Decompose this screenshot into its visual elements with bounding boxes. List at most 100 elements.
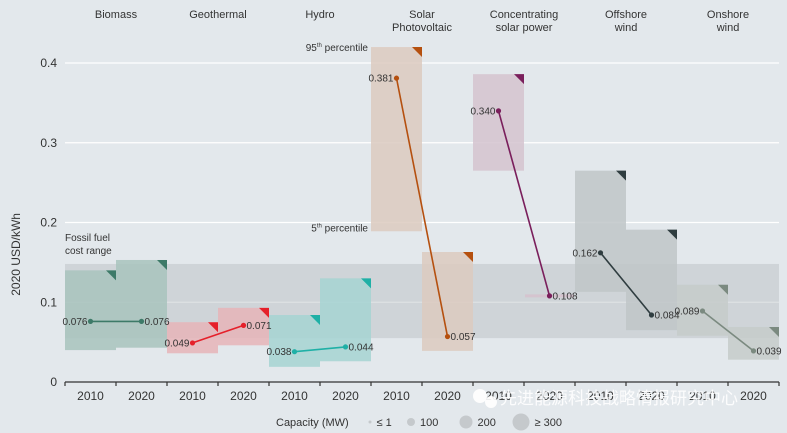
value-label: 0.162 [572,248,597,259]
x-tick-label: 2010 [383,389,410,403]
x-tick-label: 2020 [434,389,461,403]
y-tick-label: 0.4 [40,56,57,70]
x-tick-label: 2020 [638,389,665,403]
legend-label: ≤ 1 [377,417,392,429]
corner-marker-icon [769,326,779,337]
category-header: Geothermal [189,9,246,21]
y-axis-label: 2020 USD/kWh [9,213,23,296]
category-header: Concentrating [490,9,559,21]
x-tick-label: 2010 [77,389,104,403]
range-box [269,315,320,367]
legend-label: ≥ 300 [535,417,562,429]
range-box [575,170,626,292]
value-label: 0.076 [145,317,170,328]
y-tick-label: 0 [50,375,57,389]
x-tick-label: 2020 [536,389,563,403]
data-point [597,250,604,256]
data-point [444,333,451,340]
category-header: wind [716,22,740,34]
x-tick-label: 2020 [230,389,257,403]
x-tick-label: 2020 [332,389,359,403]
watermark-text: 先进能源科技战略情报研究中心 [500,389,738,408]
legend-label: 200 [478,417,496,429]
corner-marker-icon [463,252,473,263]
data-point [750,348,757,354]
percentile-label: 5th percentile [311,223,368,234]
data-point [546,293,553,299]
corner-marker-icon [718,284,728,295]
x-tick-label: 2010 [587,389,614,403]
y-tick-label: 0.1 [40,295,57,309]
x-tick-label: 2020 [740,389,767,403]
corner-marker-icon [412,47,422,58]
data-point [393,75,400,81]
legend-marker-icon [459,415,473,429]
trend-line [192,324,244,344]
data-point [699,308,706,314]
trend-line [395,77,449,337]
value-label: 0.038 [266,347,291,358]
wechat-icon [473,389,487,403]
corner-marker-icon [514,74,524,85]
x-tick-label: 2020 [128,389,155,403]
legend-marker-icon [407,418,415,426]
legend-label: 100 [420,417,438,429]
value-label: 0.084 [655,311,680,322]
corner-marker-icon [157,259,167,270]
trend-line [294,346,346,353]
x-tick-label: 2010 [281,389,308,403]
x-tick-label: 2010 [689,389,716,403]
range-box [728,326,779,360]
corner-marker-icon [208,322,218,333]
trend-lines: 0.076 0.076 0.049 0.071 0.038 0.044 0.381 0.057… [62,74,781,359]
data-point [495,108,502,114]
trend-line [599,252,653,316]
category-header: solar power [496,22,553,34]
value-label: 0.057 [451,332,476,343]
value-label: 0.039 [757,346,782,357]
y-tick-label: 0.2 [40,216,57,230]
trend-line [497,110,551,297]
range-box [116,259,167,348]
category-header: Offshore [605,9,647,21]
data-point [648,312,655,318]
watermark: 先进能源科技战略情报研究中心 [473,389,738,408]
percentile-label: 95th percentile [306,43,369,54]
data-point [87,318,94,324]
value-label: 0.049 [164,338,189,349]
data-point [342,344,349,350]
value-label: 0.071 [247,321,272,332]
fossil-fuel-label: cost range [65,246,112,257]
corner-marker-icon [310,315,320,326]
corner-marker-icon [106,270,116,281]
legend-marker-icon [512,413,530,431]
category-header: Hydro [305,9,334,21]
legend: Capacity (MW) ≤ 1 100 200 ≥ 300 [276,413,562,431]
range-boxes [65,47,779,367]
x-tick-label: 2010 [179,389,206,403]
value-label: 0.381 [368,74,393,85]
value-label: 0.076 [62,317,87,328]
data-point [240,322,247,328]
wechat-icon [485,396,497,408]
corner-marker-icon [361,278,371,289]
corner-marker-icon [616,170,626,181]
data-point [291,349,298,355]
corner-marker-icon [667,229,677,240]
data-point [138,318,145,324]
data-point [189,340,196,346]
range-box [473,74,524,171]
value-label: 0.340 [470,106,495,117]
legend-title: Capacity (MW) [276,417,349,429]
category-header: Solar [409,9,435,21]
annotations: Fossil fuel cost range 95th percentile 5th … [65,43,368,257]
y-tick-label: 0.3 [40,136,57,150]
corner-marker-icon [259,307,269,318]
fossil-fuel-label: Fossil fuel [65,233,110,244]
legend-marker-icon [368,420,372,424]
value-label: 0.108 [553,291,578,302]
category-header: Biomass [95,9,138,21]
category-header: Photovoltaic [392,22,452,34]
